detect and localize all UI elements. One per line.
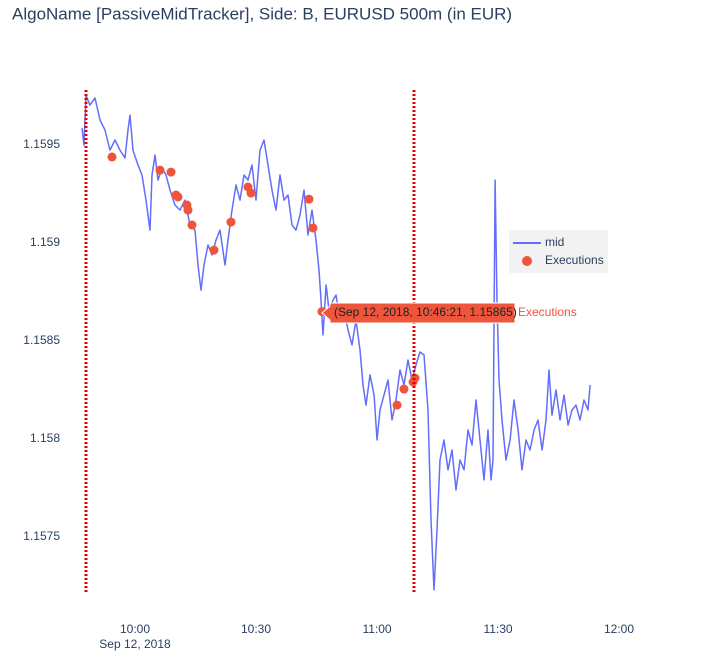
x-date-label: Sep 12, 2018 <box>99 637 171 651</box>
y-tick-label: 1.159 <box>30 235 60 249</box>
tooltip-box <box>321 302 516 324</box>
execution-point <box>226 217 236 227</box>
legend-marker <box>522 256 532 266</box>
legend-label: Executions <box>545 253 604 267</box>
plot-area <box>81 90 591 593</box>
hover-tooltip: (Sep 12, 2018, 10:46:21, 1.15865) Execut… <box>321 302 577 324</box>
y-tick-label: 1.1595 <box>23 137 60 151</box>
chart-title: AlgoName [PassiveMidTracker], Side: B, E… <box>12 4 512 23</box>
tooltip-series: Executions <box>518 305 577 319</box>
execution-point <box>246 188 256 198</box>
execution-point <box>166 167 176 177</box>
execution-point <box>304 194 314 204</box>
axes: 1.1575 1.158 1.1585 1.159 1.1595 10:00 10:30 11… <box>23 137 634 651</box>
execution-point <box>155 165 165 175</box>
x-tick-label: 12:00 <box>604 622 634 636</box>
legend-box <box>509 230 608 273</box>
x-tick-label: 11:00 <box>362 622 391 636</box>
legend-label: mid <box>545 235 564 249</box>
x-tick-label: 10:30 <box>241 622 271 636</box>
execution-point <box>187 220 197 230</box>
execution-point <box>308 223 318 233</box>
execution-point <box>209 245 219 255</box>
legend: mid Executions <box>509 230 608 273</box>
execution-point <box>183 205 193 215</box>
execution-point <box>399 384 409 394</box>
tooltip-text: (Sep 12, 2018, 10:46:21, 1.15865) <box>334 305 517 319</box>
y-tick-label: 1.158 <box>30 431 60 445</box>
execution-point <box>392 400 402 410</box>
x-tick-label: 11:30 <box>483 622 512 636</box>
x-tick-label: 10:00 <box>120 622 150 636</box>
y-tick-label: 1.1575 <box>23 529 60 543</box>
execution-point <box>173 192 183 202</box>
execution-point <box>107 152 117 162</box>
y-tick-label: 1.1585 <box>23 333 60 347</box>
